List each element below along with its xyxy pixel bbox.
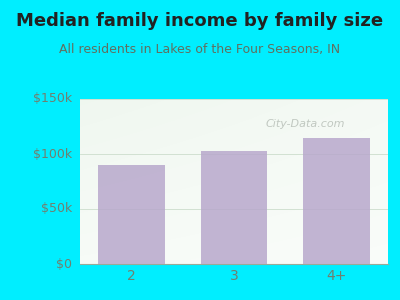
Bar xyxy=(98,165,165,264)
Text: $0: $0 xyxy=(56,257,72,271)
Text: All residents in Lakes of the Four Seasons, IN: All residents in Lakes of the Four Seaso… xyxy=(60,44,340,56)
Bar xyxy=(303,137,370,264)
Text: City-Data.com: City-Data.com xyxy=(265,119,344,129)
Text: $150k: $150k xyxy=(33,92,72,106)
Text: $100k: $100k xyxy=(33,148,72,160)
Bar xyxy=(201,151,267,264)
Text: $50k: $50k xyxy=(41,202,72,215)
Text: Median family income by family size: Median family income by family size xyxy=(16,12,384,30)
